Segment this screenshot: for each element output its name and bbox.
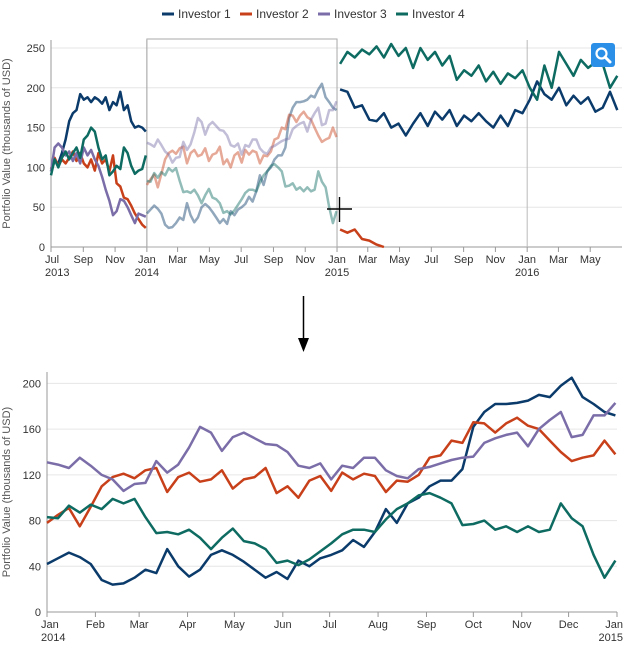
x-tick-label: May: [389, 254, 410, 266]
x-tick-label: Sep: [454, 254, 474, 266]
overview-series-investor-2-before: [49, 150, 147, 229]
x-tick-label: Sep: [417, 619, 437, 631]
y-axis-title: Portfolio Value (thousands of USD): [1, 407, 13, 577]
overview-series-investor-1-after: [339, 80, 619, 137]
x-tick-label: Mar: [130, 619, 149, 631]
x-tick-label: Jan: [41, 619, 59, 631]
x-tick-label: Aug: [368, 619, 388, 631]
zoomed-series-investor-1: [46, 376, 616, 586]
x-tick-year-label: 2013: [45, 267, 69, 279]
x-tick-label: Jun: [274, 619, 292, 631]
y-tick-label: 150: [27, 123, 45, 135]
x-tick-label: Mar: [549, 254, 568, 266]
zoomed-series-investor-2: [46, 416, 617, 528]
overview-series-investor-4-selected: [146, 162, 338, 225]
zoomed-series-investor-4: [46, 491, 617, 579]
overview-series-investor-4-before: [49, 126, 148, 177]
x-tick-label: Jul: [45, 254, 59, 266]
y-tick-label: 250: [27, 43, 45, 55]
y-axis-title: Portfolio Value (thousands of USD): [1, 58, 13, 228]
magnifier-icon: [595, 47, 612, 64]
x-tick-label: Jan: [518, 254, 536, 266]
x-tick-label: Jul: [234, 254, 248, 266]
x-tick-label: Sep: [264, 254, 284, 266]
overview-series-investor-2-after: [339, 228, 385, 249]
x-tick-label: Nov: [295, 254, 315, 266]
y-tick-label: 0: [39, 242, 45, 254]
legend-label: Investor 3: [334, 7, 387, 21]
crosshair-cursor-icon: [327, 197, 352, 222]
zoomed-series-investor-3: [46, 402, 617, 493]
y-tick-label: 40: [29, 561, 41, 573]
x-tick-year-label: 2014: [41, 632, 65, 644]
y-tick-label: 120: [23, 470, 41, 482]
x-tick-label: Sep: [74, 254, 94, 266]
y-tick-label: 80: [29, 516, 41, 528]
x-tick-label: Mar: [168, 254, 187, 266]
legend-item-investor-3[interactable]: Investor 3: [318, 7, 387, 21]
legend-label: Investor 4: [412, 7, 465, 21]
x-tick-year-label: 2015: [599, 632, 623, 644]
legend-item-investor-1[interactable]: Investor 1: [162, 7, 231, 21]
down-arrow-icon: [298, 296, 309, 352]
x-tick-label: Apr: [179, 619, 196, 631]
overview-series-investor-1-selected: [145, 82, 338, 230]
x-tick-label: Dec: [559, 619, 579, 631]
overview-series-investor-2-selected: [145, 110, 338, 189]
x-tick-label: Oct: [465, 619, 482, 631]
overview-series-investor-4-after: [339, 42, 619, 101]
x-tick-label: Jul: [323, 619, 337, 631]
x-tick-year-label: 2016: [515, 267, 539, 279]
overview-series-investor-3-selected: [146, 100, 338, 164]
x-tick-label: Feb: [86, 619, 105, 631]
x-tick-year-label: 2015: [325, 267, 349, 279]
y-tick-label: 50: [33, 202, 45, 214]
x-tick-label: Jan: [605, 619, 623, 631]
legend-label: Investor 1: [178, 7, 231, 21]
y-tick-label: 160: [23, 424, 41, 436]
overview-series-investor-1-before: [49, 90, 147, 172]
x-tick-year-label: 2014: [135, 267, 159, 279]
legend: Investor 1 Investor 2 Investor 3 Investor 4: [162, 7, 465, 21]
x-tick-label: Mar: [358, 254, 377, 266]
x-tick-label: Nov: [486, 254, 506, 266]
y-tick-label: 200: [27, 83, 45, 95]
x-tick-label: May: [580, 254, 601, 266]
legend-label: Investor 2: [256, 7, 309, 21]
selection-range[interactable]: [146, 38, 338, 248]
legend-item-investor-4[interactable]: Investor 4: [396, 7, 465, 21]
y-tick-label: 100: [27, 162, 45, 174]
x-tick-label: Jul: [424, 254, 438, 266]
x-tick-label: Nov: [105, 254, 125, 266]
x-tick-label: Jan: [328, 254, 346, 266]
zoom-button[interactable]: [591, 43, 615, 67]
y-tick-label: 0: [35, 607, 41, 619]
x-tick-label: May: [199, 254, 220, 266]
x-tick-label: Jan: [138, 254, 156, 266]
x-tick-label: Nov: [512, 619, 532, 631]
x-tick-label: May: [224, 619, 245, 631]
legend-item-investor-2[interactable]: Investor 2: [240, 7, 309, 21]
y-tick-label: 200: [23, 378, 41, 390]
